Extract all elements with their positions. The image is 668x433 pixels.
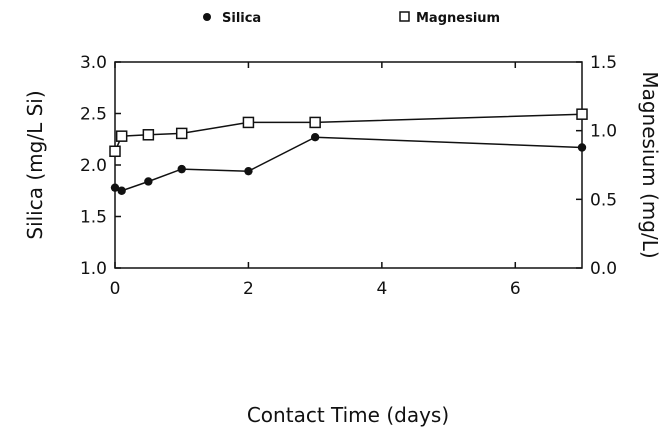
silica-point <box>110 183 120 192</box>
y-right-tick-label: 0.0 <box>590 259 617 279</box>
y-left-tick-label: 1.0 <box>80 259 107 279</box>
y-right-tick-label: 1.5 <box>590 53 617 73</box>
series-layer <box>109 108 588 195</box>
magnesium-point <box>309 116 321 129</box>
legend: Silica Magnesium <box>203 11 500 26</box>
legend-silica-label: Silica <box>222 11 261 26</box>
x-axis-title: Contact Time (days) <box>247 403 449 427</box>
x-tick-label: 2 <box>243 279 254 299</box>
x-tick-label: 6 <box>510 279 521 299</box>
x-tick-label: 0 <box>110 279 121 299</box>
magnesium-point <box>576 108 588 120</box>
legend-magnesium-marker <box>399 11 410 22</box>
silica-point <box>177 164 186 174</box>
silica-point <box>310 132 320 142</box>
axes: 0 2 4 6 1.0 1.5 2.0 2.5 3.0 0.0 0.5 1.0 1.5 <box>80 53 617 299</box>
plot-frame <box>114 61 583 269</box>
legend-magnesium-label: Magnesium <box>416 11 500 26</box>
silica-point <box>244 166 253 176</box>
x-tick-label: 4 <box>376 279 387 299</box>
magnesium-point <box>142 129 155 141</box>
y-left-axis-title: Silica (mg/L Si) <box>23 90 47 239</box>
magnesium-point <box>175 127 188 140</box>
y-right-axis-title: Magnesium (mg/L) <box>638 71 662 258</box>
legend-silica-marker <box>203 13 211 21</box>
magnesium-point <box>242 116 255 129</box>
magnesium-point <box>115 130 128 142</box>
y-left-tick-label: 3.0 <box>80 53 107 73</box>
silica-point <box>117 186 126 195</box>
magnesium-point <box>109 145 121 158</box>
y-right-tick-label: 1.0 <box>590 122 617 142</box>
y-left-tick-label: 2.0 <box>80 156 107 176</box>
y-right-tick-label: 0.5 <box>590 190 617 210</box>
silica-point <box>577 143 587 152</box>
silica-line <box>114 136 583 192</box>
y-left-tick-label: 2.5 <box>80 105 107 125</box>
silica-point <box>144 177 153 186</box>
y-left-tick-label: 1.5 <box>80 208 107 228</box>
